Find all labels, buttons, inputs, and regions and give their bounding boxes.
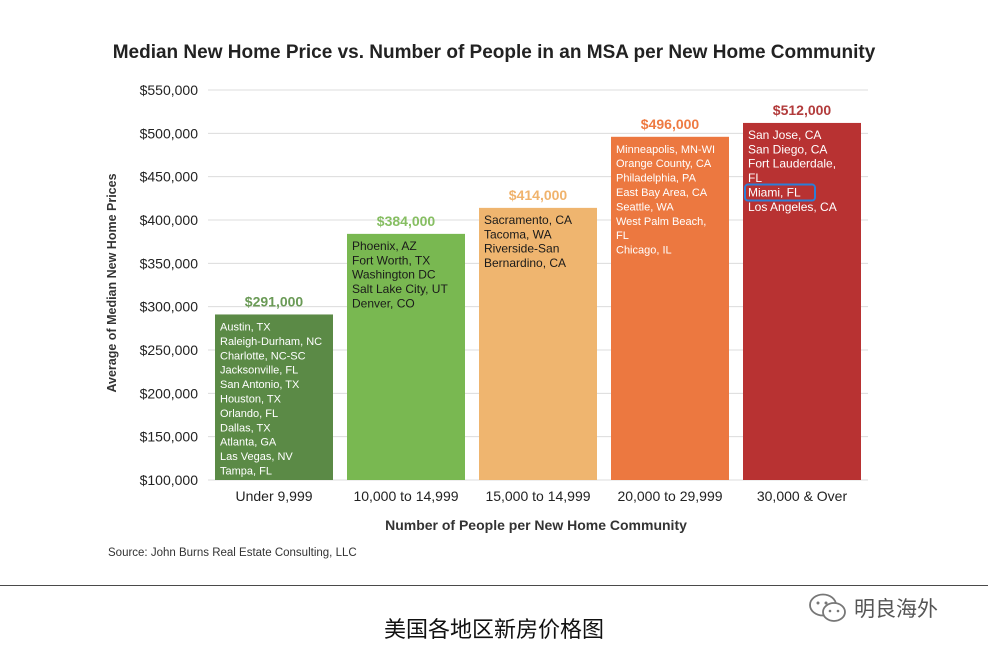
data-label: $291,000 <box>245 293 304 309</box>
bar <box>611 136 729 481</box>
data-label: $496,000 <box>641 116 700 132</box>
bar-city-label: Orlando, FL <box>220 408 278 420</box>
bar-city-label: Houston, TX <box>220 393 282 405</box>
y-tick-label: $250,000 <box>140 342 199 358</box>
bar-city-label: FL <box>616 230 629 242</box>
image-caption: 美国各地区新房价格图 <box>383 618 604 643</box>
bar-city-label: San Diego, CA <box>748 142 827 156</box>
bar-city-label: Phoenix, AZ <box>352 239 417 253</box>
bar-city-label: Salt Lake City, UT <box>352 282 448 296</box>
bar-city-label: Sacramento, CA <box>484 213 572 227</box>
bar-city-label: Tacoma, WA <box>484 227 552 241</box>
bar-city-label: Philadelphia, PA <box>616 173 697 185</box>
bar-city-label: Minneapolis, MN-WI <box>616 144 715 156</box>
bar-city-label: Fort Worth, TX <box>352 253 430 267</box>
chart-title: Median New Home Price vs. Number of Peop… <box>112 42 876 63</box>
x-axis-label: Number of People per New Home Community <box>385 517 687 533</box>
bar-city-label: Jacksonville, FL <box>220 365 298 377</box>
y-tick-label: $550,000 <box>140 82 199 98</box>
x-tick-label: 15,000 to 14,999 <box>485 488 590 504</box>
bar-city-label: Seattle, WA <box>616 201 674 213</box>
data-label: $414,000 <box>509 187 568 203</box>
bar-city-label: Miami, FL <box>748 186 801 200</box>
bar-city-label: Austin, TX <box>220 321 271 333</box>
bar-chart: $100,000 $150,000 $200,000 $250,000 $300,000… <box>105 82 868 533</box>
source-note: Source: John Burns Real Estate Consultin… <box>108 547 357 559</box>
bar-city-label: Chicago, IL <box>616 245 672 257</box>
bar-city-label: Charlotte, NC-SC <box>220 350 306 362</box>
bar-city-label: Bernardino, CA <box>484 256 566 270</box>
bar <box>479 207 597 480</box>
y-tick-label: $200,000 <box>140 385 199 401</box>
bar-city-label: Tampa, FL <box>220 465 272 477</box>
bar-city-label: West Palm Beach, <box>616 216 706 228</box>
y-tick-label: $400,000 <box>140 212 199 228</box>
bar-city-label: Dallas, TX <box>220 422 271 434</box>
x-tick-label: Under 9,999 <box>235 488 312 504</box>
watermark: 明良海外 <box>808 592 938 624</box>
highlight-box <box>744 183 816 202</box>
x-tick-label: 30,000 & Over <box>757 488 848 504</box>
y-tick-label: $300,000 <box>140 299 199 315</box>
bar-city-label: Denver, CO <box>352 296 415 310</box>
wechat-icon <box>809 593 846 622</box>
y-axis-label: Average of Median New Home Prices <box>105 173 119 392</box>
bar-city-label: East Bay Area, CA <box>616 187 708 199</box>
bar-city-label: San Jose, CA <box>748 128 821 142</box>
bar-city-label: Las Vegas, NV <box>220 451 293 463</box>
bar-city-label: San Antonio, TX <box>220 379 300 391</box>
bar <box>215 314 333 480</box>
bar-city-label: FL <box>748 171 762 185</box>
bar-city-label: Washington DC <box>352 268 436 282</box>
bar-city-label: Fort Lauderdale, <box>748 157 836 171</box>
bar-city-label: Los Angeles, CA <box>748 200 837 214</box>
y-tick-label: $100,000 <box>140 472 199 488</box>
bar-city-label: Atlanta, GA <box>220 437 277 449</box>
y-tick-label: $500,000 <box>140 125 199 141</box>
bar-city-label: Raleigh-Durham, NC <box>220 336 322 348</box>
data-label: $512,000 <box>773 102 832 118</box>
watermark-text: 明良海外 <box>854 597 938 621</box>
y-tick-label: $450,000 <box>140 169 199 185</box>
divider <box>0 585 988 586</box>
bar <box>743 122 861 480</box>
bar-city-label: Orange County, CA <box>616 158 712 170</box>
x-tick-label: 20,000 to 29,999 <box>617 488 722 504</box>
x-tick-label: 10,000 to 14,999 <box>353 488 458 504</box>
y-tick-label: $350,000 <box>140 255 199 271</box>
bar-city-label: Riverside-San <box>484 242 559 256</box>
data-label: $384,000 <box>377 213 436 229</box>
y-tick-label: $150,000 <box>140 429 199 445</box>
bar <box>347 233 465 480</box>
